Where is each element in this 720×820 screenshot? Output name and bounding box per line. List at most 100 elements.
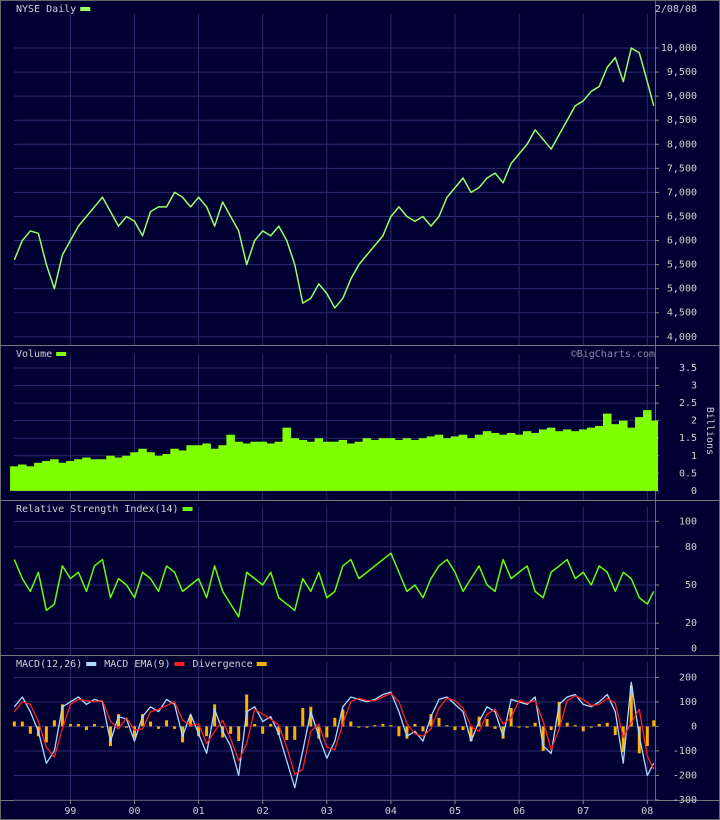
bar <box>370 439 380 491</box>
legend-swatch <box>56 352 67 356</box>
bar <box>437 717 441 727</box>
bar <box>514 434 524 491</box>
bar <box>538 429 548 491</box>
bar <box>26 466 35 491</box>
bar <box>613 726 617 735</box>
bar <box>378 438 388 491</box>
bar <box>309 706 313 727</box>
bar <box>44 726 48 743</box>
y-tick-label: 0 <box>691 644 697 655</box>
x-tick-label: 05 <box>449 806 461 817</box>
y-tick-label: 0 <box>691 721 697 732</box>
x-tick-label: 04 <box>385 806 397 817</box>
y-tick-label: 1.5 <box>679 433 697 444</box>
bar <box>186 445 195 491</box>
bar <box>346 443 356 491</box>
bar <box>269 723 273 727</box>
bar <box>637 726 641 754</box>
bar <box>418 438 428 491</box>
bar <box>341 709 345 727</box>
bar <box>314 438 324 491</box>
bar <box>90 459 99 491</box>
bar <box>202 443 211 491</box>
bar <box>266 443 275 491</box>
bar <box>621 726 625 753</box>
bar <box>98 459 107 491</box>
bar <box>413 723 417 727</box>
y-tick-label: -100 <box>673 746 697 757</box>
y-tick-label: 3.5 <box>679 363 697 374</box>
bar <box>68 723 72 727</box>
bar <box>373 725 377 727</box>
bar <box>218 445 227 491</box>
x-tick-label: 00 <box>128 806 140 817</box>
bar <box>498 434 508 491</box>
x-tick-label: 07 <box>577 806 589 817</box>
legend-swatch <box>256 662 267 666</box>
bar <box>108 726 112 747</box>
bar <box>325 726 329 738</box>
bar <box>525 726 529 728</box>
x-tick-label: 08 <box>641 806 653 817</box>
bar <box>170 448 179 491</box>
bar <box>490 432 500 491</box>
line <box>13 681 655 789</box>
bar <box>338 439 348 491</box>
bar <box>389 725 393 727</box>
bar <box>469 726 473 742</box>
bar <box>60 704 64 727</box>
bar <box>52 720 56 727</box>
bar <box>530 432 540 491</box>
bar <box>133 726 137 738</box>
bar <box>114 457 123 491</box>
bar <box>557 701 561 727</box>
bar <box>34 462 43 491</box>
y-tick-label: 200 <box>679 672 697 683</box>
bar <box>253 723 257 727</box>
bar <box>597 723 601 727</box>
bar <box>285 726 289 740</box>
bar <box>586 427 596 491</box>
bar <box>317 726 321 739</box>
y-tick-label: 7,000 <box>667 187 697 198</box>
bar <box>106 455 115 491</box>
bar <box>594 425 604 491</box>
bar <box>381 723 385 727</box>
legend-label: MACD(12,26) <box>16 659 82 670</box>
bar <box>517 726 521 728</box>
bar <box>282 427 292 491</box>
y-tick-label: 9,000 <box>667 91 697 102</box>
bar <box>122 455 131 491</box>
bar <box>138 448 147 491</box>
bar <box>189 715 193 727</box>
bar <box>386 438 396 491</box>
bar <box>205 726 209 737</box>
bar <box>149 721 153 727</box>
bar <box>58 462 67 491</box>
y-tick-label: 50 <box>685 580 697 591</box>
bar <box>293 726 297 740</box>
bar <box>277 726 281 735</box>
bar <box>635 417 644 491</box>
y-tick-label: 100 <box>679 697 697 708</box>
bar <box>173 726 177 729</box>
bar <box>322 441 332 491</box>
y-tick-label: 7,500 <box>667 163 697 174</box>
y-tick-label: 80 <box>685 542 697 553</box>
line <box>13 47 655 309</box>
bar <box>250 441 259 491</box>
y-tick-label: 0.5 <box>679 468 697 479</box>
line <box>13 692 655 775</box>
bar <box>154 455 163 491</box>
bar <box>306 441 316 491</box>
bar <box>549 726 553 731</box>
bar <box>562 429 572 491</box>
legend-swatch <box>80 7 91 11</box>
y-tick-label: 4,500 <box>667 308 697 319</box>
x-tick-label: 03 <box>321 806 333 817</box>
bar <box>146 452 155 491</box>
y-tick-label: 5,000 <box>667 284 697 295</box>
bar <box>581 726 585 732</box>
